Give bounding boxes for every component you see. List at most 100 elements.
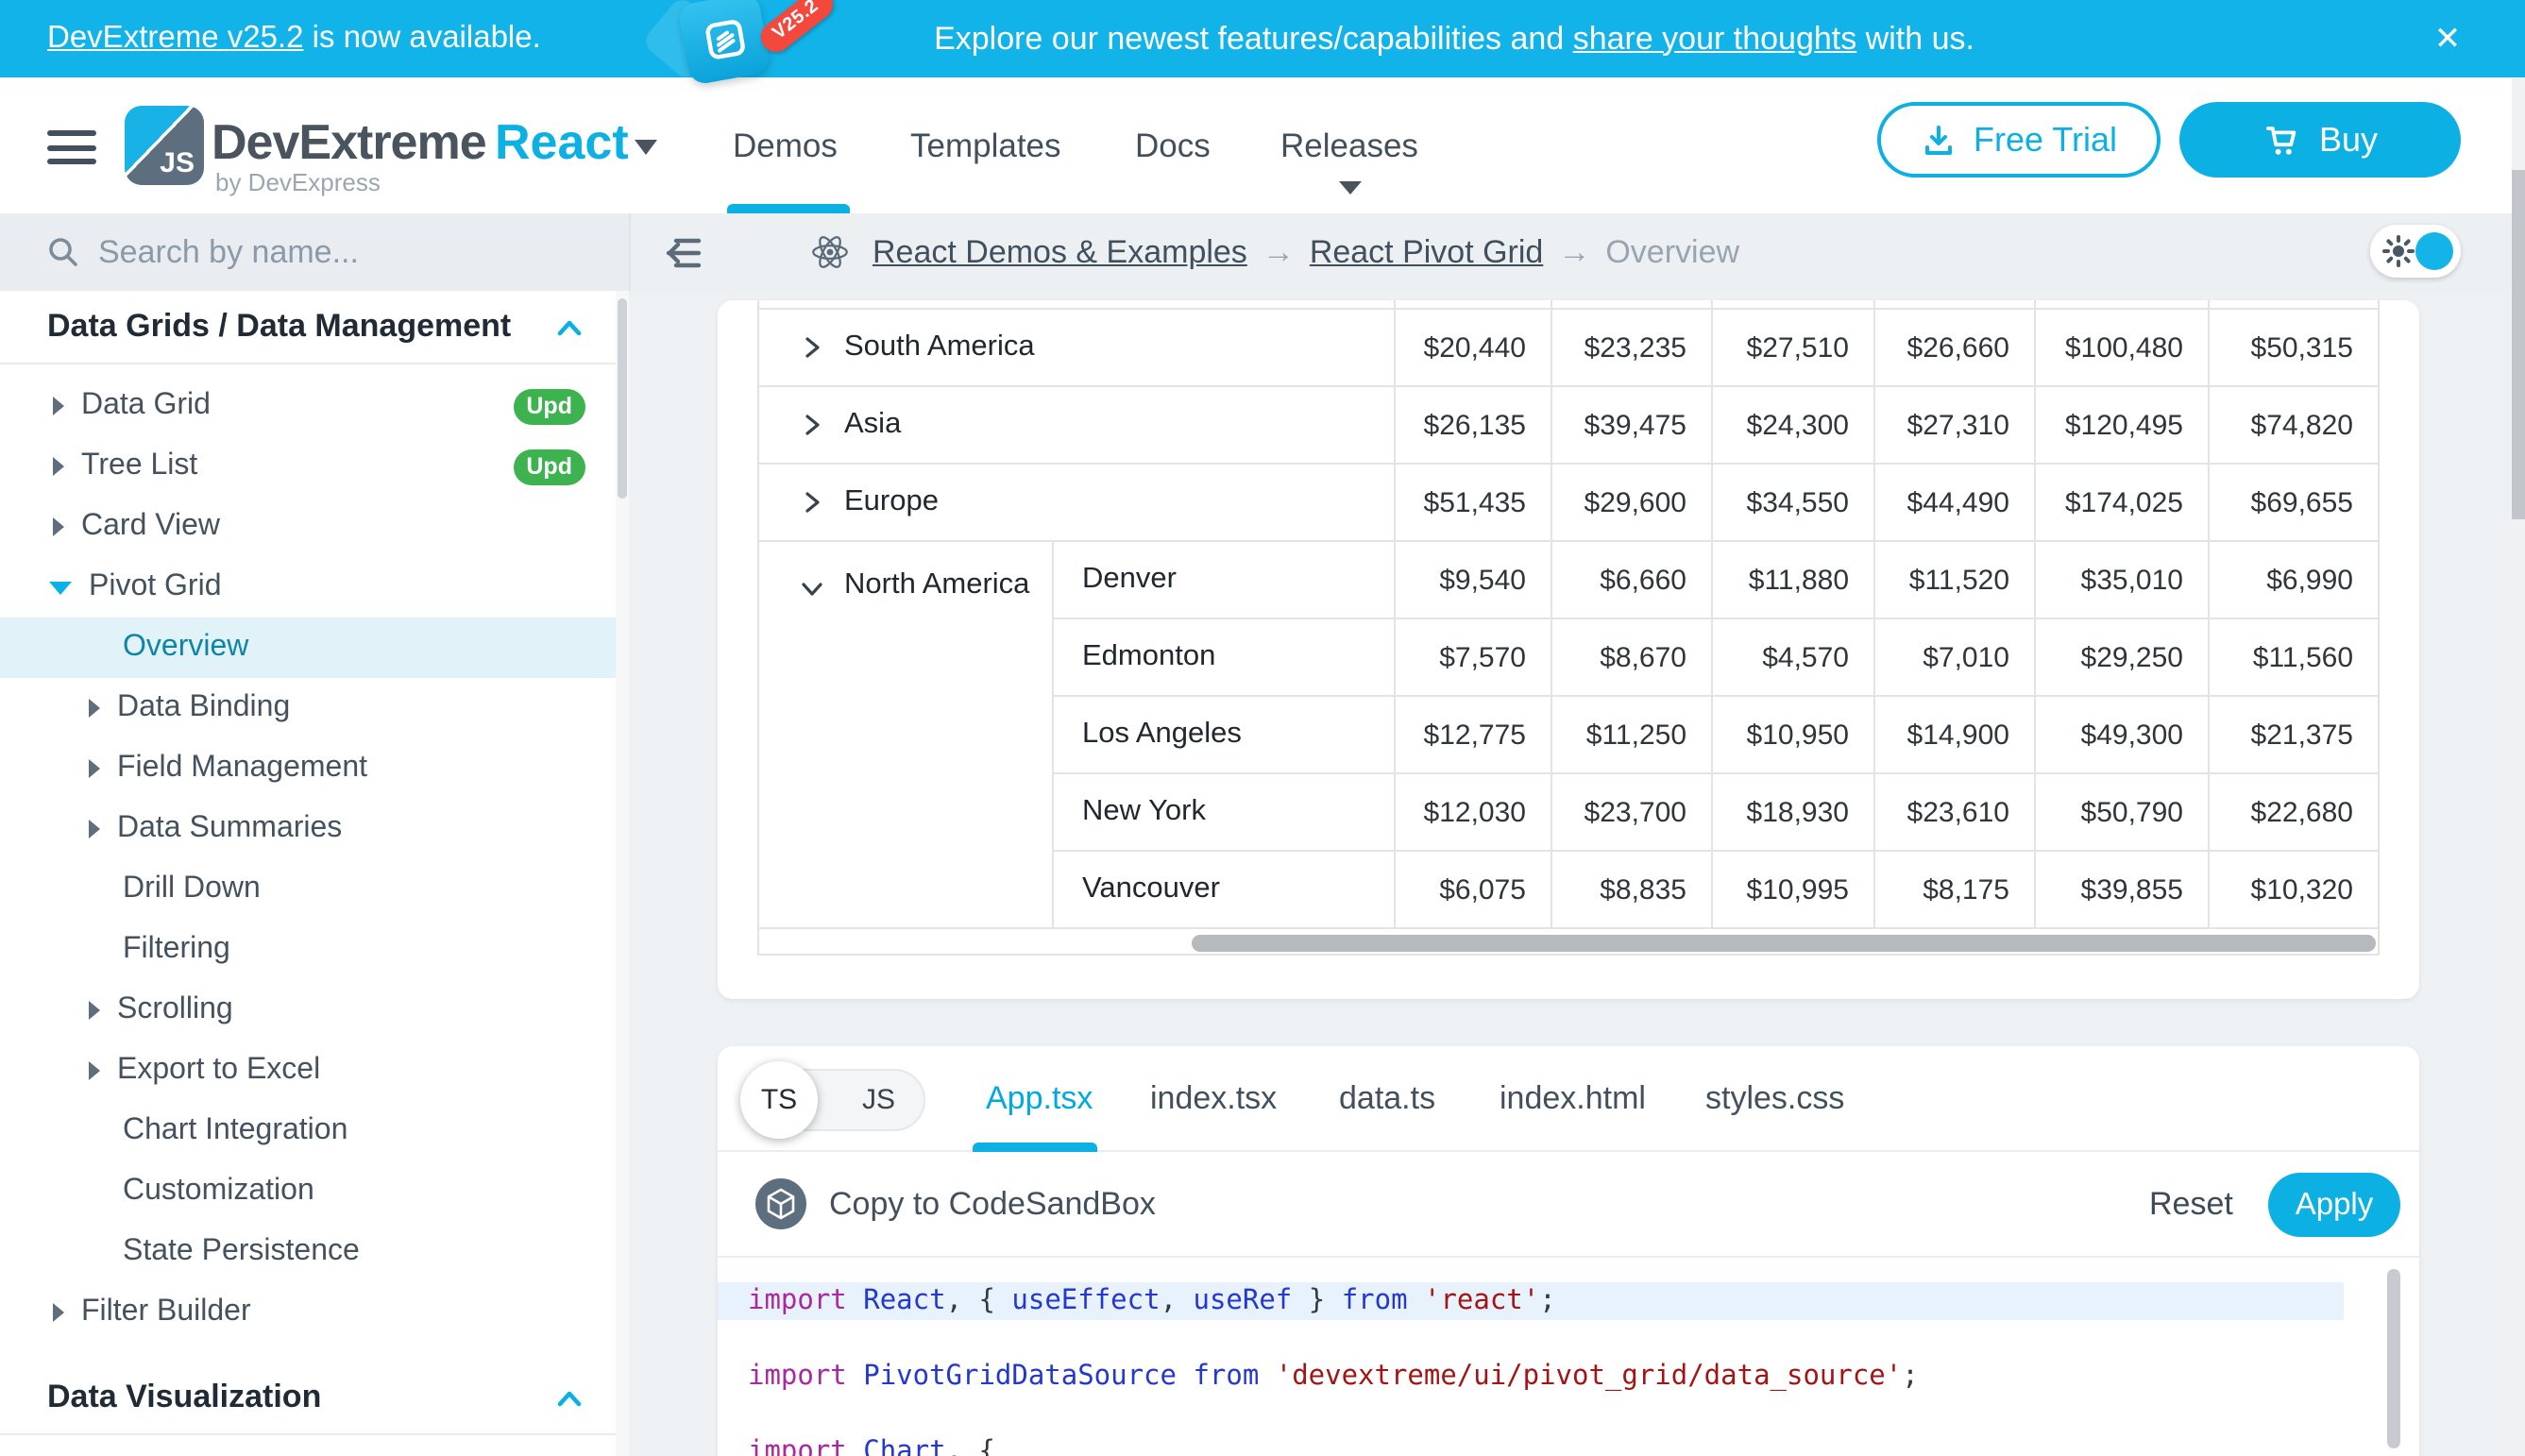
tab-index-tsx[interactable]: index.tsx: [1150, 1046, 1277, 1152]
pivot-cell: $50,790: [2036, 774, 2210, 852]
expand-right-icon[interactable]: [53, 457, 64, 476]
pivot-row-north-america[interactable]: North America: [759, 542, 1054, 929]
pivot-cell: $8,175: [1875, 852, 2036, 929]
codesandbox-icon[interactable]: [755, 1178, 806, 1229]
code-line[interactable]: import Chart, {: [718, 1433, 2419, 1456]
expand-right-icon[interactable]: [53, 397, 64, 415]
sidebar-item-drill-down[interactable]: Drill Down: [0, 859, 629, 920]
nav-releases[interactable]: Releases: [1280, 127, 1418, 164]
expand-right-icon[interactable]: [89, 1061, 100, 1080]
row-label: Asia: [844, 408, 902, 440]
sidebar-item-pivot-grid[interactable]: Pivot Grid: [0, 557, 629, 618]
pivot-row-asia[interactable]: Asia: [759, 387, 1396, 465]
section-label: Data Grids / Data Management: [47, 308, 512, 344]
sidebar-item-chart-integration[interactable]: Chart Integration: [0, 1101, 629, 1161]
framework-selector[interactable]: React: [495, 113, 629, 170]
code-line[interactable]: import PivotGridDataSource from 'devextr…: [718, 1358, 2419, 1396]
expand-right-icon[interactable]: [89, 759, 100, 778]
expand-right-icon[interactable]: [89, 699, 100, 718]
chevron-down-icon[interactable]: [635, 140, 657, 155]
buy-button[interactable]: Buy: [2179, 102, 2461, 178]
sidebar-item-data-binding[interactable]: Data Binding: [0, 678, 629, 738]
horizontal-scrollbar-thumb[interactable]: [1192, 935, 2376, 952]
pivot-cell: $8,670: [1552, 619, 1713, 697]
reset-button[interactable]: Reset: [2149, 1152, 2233, 1258]
code-panel: TS JS App.tsx index.tsx data.ts index.ht…: [718, 1046, 2419, 1456]
code-token: import: [748, 1437, 847, 1456]
sidebar-item-field-management[interactable]: Field Management: [0, 738, 629, 799]
code-scrollbar-thumb[interactable]: [2387, 1269, 2400, 1448]
pivot-grid-demo-card: South America $20,440 $23,235 $27,510 $2…: [718, 300, 2419, 999]
sidebar-item-filter-builder[interactable]: Filter Builder: [0, 1282, 629, 1343]
tab-app-tsx[interactable]: App.tsx: [986, 1046, 1093, 1152]
sidebar-item-state-persistence[interactable]: State Persistence: [0, 1222, 629, 1282]
code-editor[interactable]: import React, { useEffect, useRef } from…: [718, 1258, 2419, 1456]
sidebar-item-data-grid[interactable]: Data Grid Upd: [0, 376, 629, 436]
hamburger-menu-icon[interactable]: [47, 130, 96, 164]
apply-button[interactable]: Apply: [2268, 1173, 2400, 1237]
collapse-sidebar-icon[interactable]: [661, 232, 703, 274]
nav-docs[interactable]: Docs: [1135, 127, 1211, 164]
sidebar-item-card-view[interactable]: Card View: [0, 497, 629, 557]
expand-right-icon[interactable]: [89, 1001, 100, 1020]
item-label: Data Summaries: [117, 812, 343, 844]
code-token: ;: [1539, 1286, 1556, 1316]
search-input[interactable]: [98, 213, 589, 291]
expand-right-icon[interactable]: [53, 517, 64, 536]
language-toggle[interactable]: TS JS: [740, 1061, 925, 1139]
version-link[interactable]: DevExtreme v25.2: [47, 21, 304, 55]
page-scrollbar-thumb[interactable]: [2512, 170, 2525, 519]
tab-data-ts[interactable]: data.ts: [1339, 1046, 1435, 1152]
sidebar-item-overview[interactable]: Overview: [0, 618, 629, 678]
code-line[interactable]: [718, 1396, 2419, 1433]
breadcrumb-current: Overview: [1605, 233, 1740, 269]
sidebar-item-tree-list[interactable]: Tree List Upd: [0, 436, 629, 497]
pivot-cell: $14,900: [1875, 697, 2036, 774]
chevron-right-icon[interactable]: [801, 491, 823, 514]
pivot-cell: $6,990: [2210, 542, 2378, 619]
sidebar-item-customization[interactable]: Customization: [0, 1161, 629, 1222]
tab-styles-css[interactable]: styles.css: [1705, 1046, 1844, 1152]
copy-to-codesandbox-button[interactable]: Copy to CodeSandBox: [829, 1185, 1156, 1221]
chevron-right-icon[interactable]: [801, 414, 823, 436]
share-thoughts-link[interactable]: share your thoughts: [1572, 20, 1857, 56]
nav-templates[interactable]: Templates: [910, 127, 1061, 164]
js-toggle-label[interactable]: JS: [861, 1084, 895, 1116]
pivot-row-partial: [759, 300, 1396, 310]
chevron-up-icon[interactable]: [557, 1389, 582, 1406]
breadcrumb-pivot-grid[interactable]: React Pivot Grid: [1309, 233, 1544, 269]
ts-toggle-knob[interactable]: TS: [740, 1061, 818, 1139]
sidebar-section-data-grids[interactable]: Data Grids / Data Management: [0, 291, 629, 363]
free-trial-button[interactable]: Free Trial: [1877, 102, 2161, 178]
sidebar-item-data-summaries[interactable]: Data Summaries: [0, 799, 629, 859]
chevron-right-icon[interactable]: [801, 336, 823, 359]
sidebar-item-scrolling[interactable]: Scrolling: [0, 980, 629, 1041]
sidebar-item-filtering[interactable]: Filtering: [0, 920, 629, 980]
code-line[interactable]: [718, 1320, 2419, 1358]
chevron-down-icon[interactable]: [801, 578, 823, 601]
sidebar-item-export-to-excel[interactable]: Export to Excel: [0, 1041, 629, 1101]
pivot-cell: $39,475: [1552, 387, 1713, 465]
pivot-row-south-america[interactable]: South America: [759, 310, 1396, 387]
download-icon: [1924, 125, 1952, 154]
theme-toggle[interactable]: [2370, 225, 2461, 278]
banner-close-button[interactable]: ✕: [2410, 0, 2485, 77]
divider: [0, 1433, 629, 1435]
code-line[interactable]: import React, { useEffect, useRef } from…: [718, 1282, 2344, 1320]
item-label: Customization: [123, 1175, 314, 1207]
breadcrumb-demos-examples[interactable]: React Demos & Examples: [873, 233, 1247, 269]
pivot-row-europe[interactable]: Europe: [759, 465, 1396, 542]
code-token: ;: [1902, 1362, 1919, 1392]
sidebar-scrollbar-thumb[interactable]: [618, 298, 627, 499]
sidebar-section-data-visualization[interactable]: Data Visualization: [0, 1362, 629, 1433]
expand-right-icon[interactable]: [53, 1303, 64, 1322]
tab-index-html[interactable]: index.html: [1500, 1046, 1646, 1152]
chevron-up-icon[interactable]: [557, 318, 582, 335]
item-label: Data Grid: [81, 389, 211, 421]
expand-down-icon[interactable]: [49, 581, 72, 594]
brand-title[interactable]: DevExtreme: [212, 113, 487, 170]
expand-right-icon[interactable]: [89, 820, 100, 838]
devextreme-js-logo[interactable]: JS: [125, 106, 204, 185]
pivot-cell: $49,300: [2036, 697, 2210, 774]
nav-demos[interactable]: Demos: [733, 127, 838, 164]
